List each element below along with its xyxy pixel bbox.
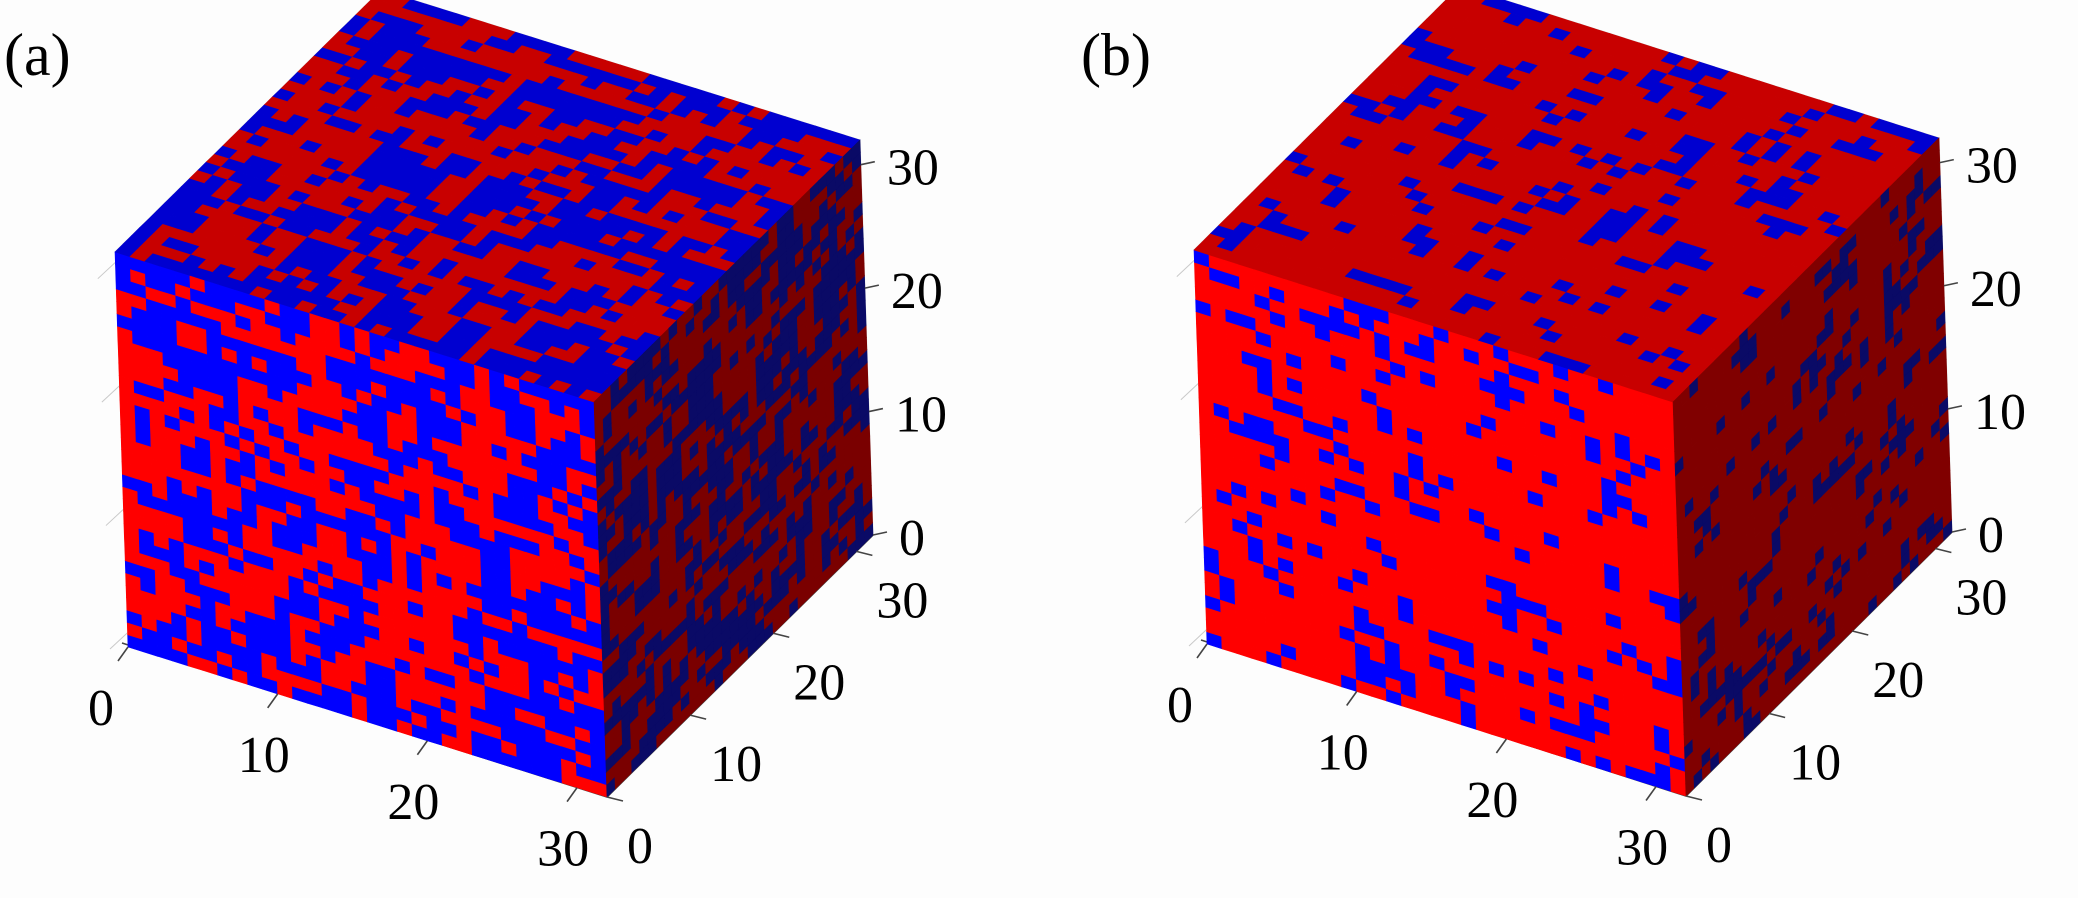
voxel-cube — [114, 0, 874, 798]
side-voxel — [851, 139, 861, 162]
z-tick — [860, 160, 875, 166]
y-tick-label: 30 — [876, 572, 928, 629]
z-tick-label: 30 — [887, 140, 939, 197]
voxel-cube — [1193, 0, 1953, 797]
x-tick — [267, 693, 279, 709]
x-tick-label: 10 — [238, 727, 290, 784]
x-tick — [416, 740, 429, 756]
y-tick-label: 10 — [710, 736, 762, 793]
z-tick-label: 10 — [895, 387, 947, 444]
y-tick — [856, 550, 873, 557]
x-tick-label: 30 — [537, 821, 589, 878]
panel-a-label: (a) — [4, 22, 71, 88]
x-tick-label: 20 — [387, 774, 439, 831]
y-tick — [606, 796, 624, 802]
x-tick-label: 0 — [88, 680, 114, 737]
y-tick — [773, 632, 790, 639]
z-tick — [868, 407, 884, 413]
y-tick-label: 20 — [793, 654, 845, 711]
z-tick — [872, 531, 888, 536]
y-tick-label: 0 — [627, 818, 653, 875]
z-tick-label: 0 — [899, 510, 925, 567]
z-tick — [864, 284, 880, 289]
y-tick — [689, 714, 707, 720]
x-tick — [117, 646, 129, 662]
x-tick — [566, 787, 578, 803]
top-voxel — [377, 0, 392, 4]
z-tick-label: 20 — [891, 263, 943, 320]
top-voxel — [387, 0, 411, 8]
